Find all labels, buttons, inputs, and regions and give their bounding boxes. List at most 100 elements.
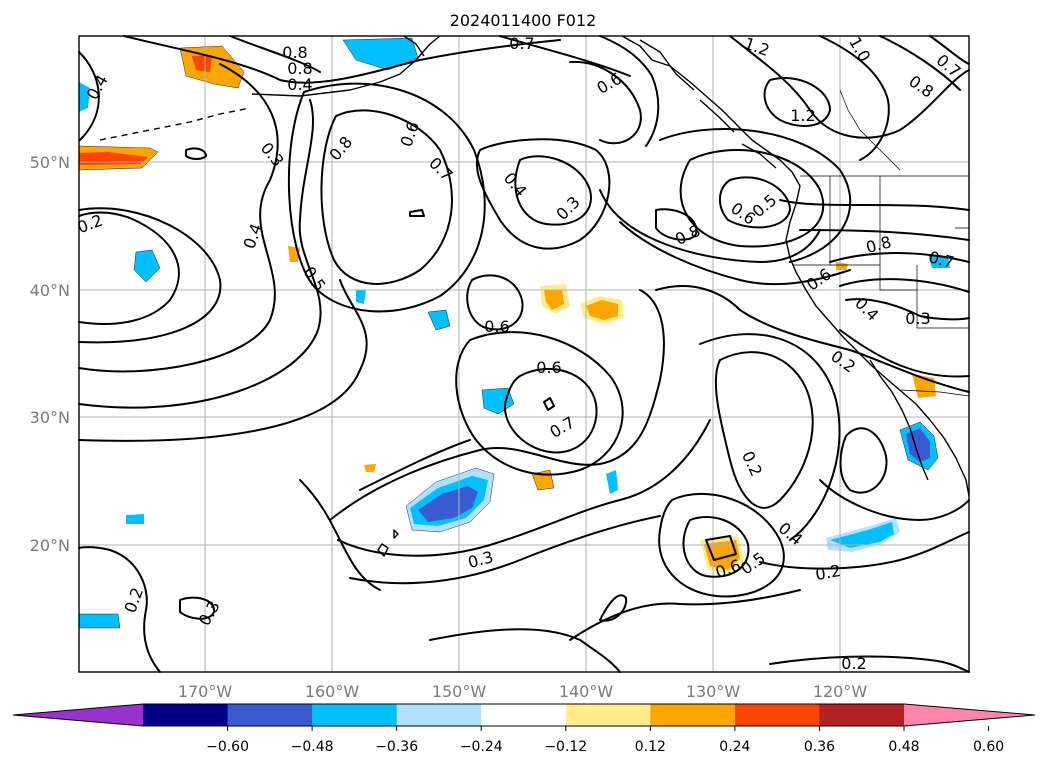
contour-line	[514, 155, 592, 226]
positive-anomaly-patch	[586, 300, 618, 320]
contour-line	[475, 138, 611, 250]
contour-line	[569, 60, 642, 145]
colorbar-segment	[650, 704, 736, 726]
contour-line	[879, 35, 961, 91]
contour-line	[78, 211, 180, 325]
contour-line	[299, 479, 381, 591]
contour-line	[819, 35, 890, 161]
contour-line	[543, 397, 555, 411]
lat-axis-labels: 50°N 40°N 30°N 20°N	[30, 153, 70, 555]
colorbar-tick-label: −0.60	[206, 739, 249, 755]
contour-line	[729, 35, 970, 139]
colorbar-ticks	[227, 726, 990, 731]
contour-line	[569, 589, 801, 641]
contour-line	[699, 333, 841, 541]
contour-line	[185, 147, 207, 160]
contour-line	[78, 546, 148, 611]
contour-label: 0.6	[536, 358, 561, 377]
colorbar-segment	[819, 704, 905, 726]
contour-label: 0.4	[287, 75, 312, 94]
contour-line	[599, 35, 660, 147]
coastlines	[99, 35, 970, 557]
lon-label: 120°W	[813, 682, 868, 701]
lat-label: 30°N	[30, 408, 70, 427]
contour-line	[429, 628, 621, 673]
contour-line	[179, 596, 216, 620]
contour-line	[763, 77, 831, 127]
contour-line	[329, 289, 665, 521]
contour-line	[655, 208, 698, 241]
positive-anomaly-patch	[836, 262, 848, 270]
contour-line	[714, 351, 814, 509]
contour-label: 0.2	[841, 654, 866, 673]
contour-line	[839, 278, 970, 293]
contour-line	[409, 209, 425, 217]
contour-line	[659, 128, 852, 263]
alaska-peninsula-coastline	[403, 35, 425, 57]
contour-line	[779, 199, 970, 211]
negative-anomaly-patch	[133, 249, 161, 283]
colorbar-tick-labels: −0.60 −0.48 −0.36 −0.24 −0.12 0.12 0.24 0.36 0.4…	[206, 739, 1004, 755]
map-panel: 0.8 0.7 1.2 1.0 0.7 0.4 0.8 0.6 0.8 0.4 …	[75, 33, 970, 673]
colorbar-extend-max	[904, 704, 1035, 726]
contour-line	[503, 367, 598, 454]
contour-line	[287, 82, 486, 313]
contour-line	[705, 535, 737, 561]
negative-anomaly-patch	[79, 82, 90, 112]
positive-anomaly-patch	[364, 464, 376, 472]
colorbar-tick-label: 0.24	[719, 739, 750, 755]
aleutian-islands	[99, 107, 251, 141]
contour-line	[123, 35, 561, 84]
contour-line	[229, 35, 321, 73]
colorbar-segment	[396, 704, 482, 726]
contour-label: 0.3	[905, 309, 930, 328]
colorbar-segment	[565, 704, 651, 726]
contour-label: 0.6	[484, 317, 509, 336]
colorbar-tick-label: 0.12	[635, 739, 666, 755]
contour-line	[658, 492, 785, 598]
lat-label: 50°N	[30, 153, 70, 172]
contour-line	[78, 279, 368, 442]
contour-line	[143, 609, 161, 673]
lon-label: 150°W	[432, 682, 487, 701]
contour-lines	[78, 35, 970, 673]
colorbar-tick-label: 0.36	[804, 739, 835, 755]
colorbar-tick-label: 0.48	[888, 739, 919, 755]
alaska-coastline	[251, 35, 441, 97]
alaska-panhandle-coastline	[639, 39, 777, 169]
contour-line	[829, 252, 970, 263]
contour-line	[320, 109, 453, 285]
colorbar-tick-label: −0.36	[375, 739, 418, 755]
contour-line	[78, 99, 322, 409]
colorbar-segment	[481, 704, 567, 726]
contour-line	[349, 515, 661, 585]
colorbar-segment	[143, 704, 229, 726]
contour-line	[466, 274, 524, 331]
contour-label: 1.2	[790, 106, 815, 125]
contour-line	[455, 331, 624, 476]
colorbar-extend-min	[13, 704, 143, 726]
contour-label: 0.2	[814, 561, 842, 584]
contour-line	[78, 51, 100, 141]
contour-line	[655, 285, 970, 393]
contour-label: 0.7	[509, 34, 534, 53]
lat-label: 40°N	[30, 281, 70, 300]
contour-line	[719, 176, 791, 229]
contour-line	[759, 531, 970, 570]
figure-title: 2024011400 F012	[450, 11, 597, 30]
colorbar-tick-label: −0.24	[460, 739, 503, 755]
negative-anomaly-patch	[830, 522, 894, 548]
provincial-border	[839, 89, 901, 171]
colorbar-segment	[227, 704, 313, 726]
negative-anomaly-patch	[418, 486, 478, 522]
contour-label: 0.8	[287, 59, 312, 78]
contour-label: 0.8	[282, 43, 307, 62]
positive-anomaly-patch	[192, 55, 212, 72]
negative-anomaly-patch	[606, 470, 618, 494]
colorbar-tick-label: 0.60	[973, 739, 1004, 755]
contour-line	[78, 207, 222, 344]
lat-label: 20°N	[30, 536, 70, 555]
negative-anomaly-patch	[427, 309, 451, 331]
map-frame	[78, 35, 970, 673]
contour-line	[619, 221, 851, 286]
